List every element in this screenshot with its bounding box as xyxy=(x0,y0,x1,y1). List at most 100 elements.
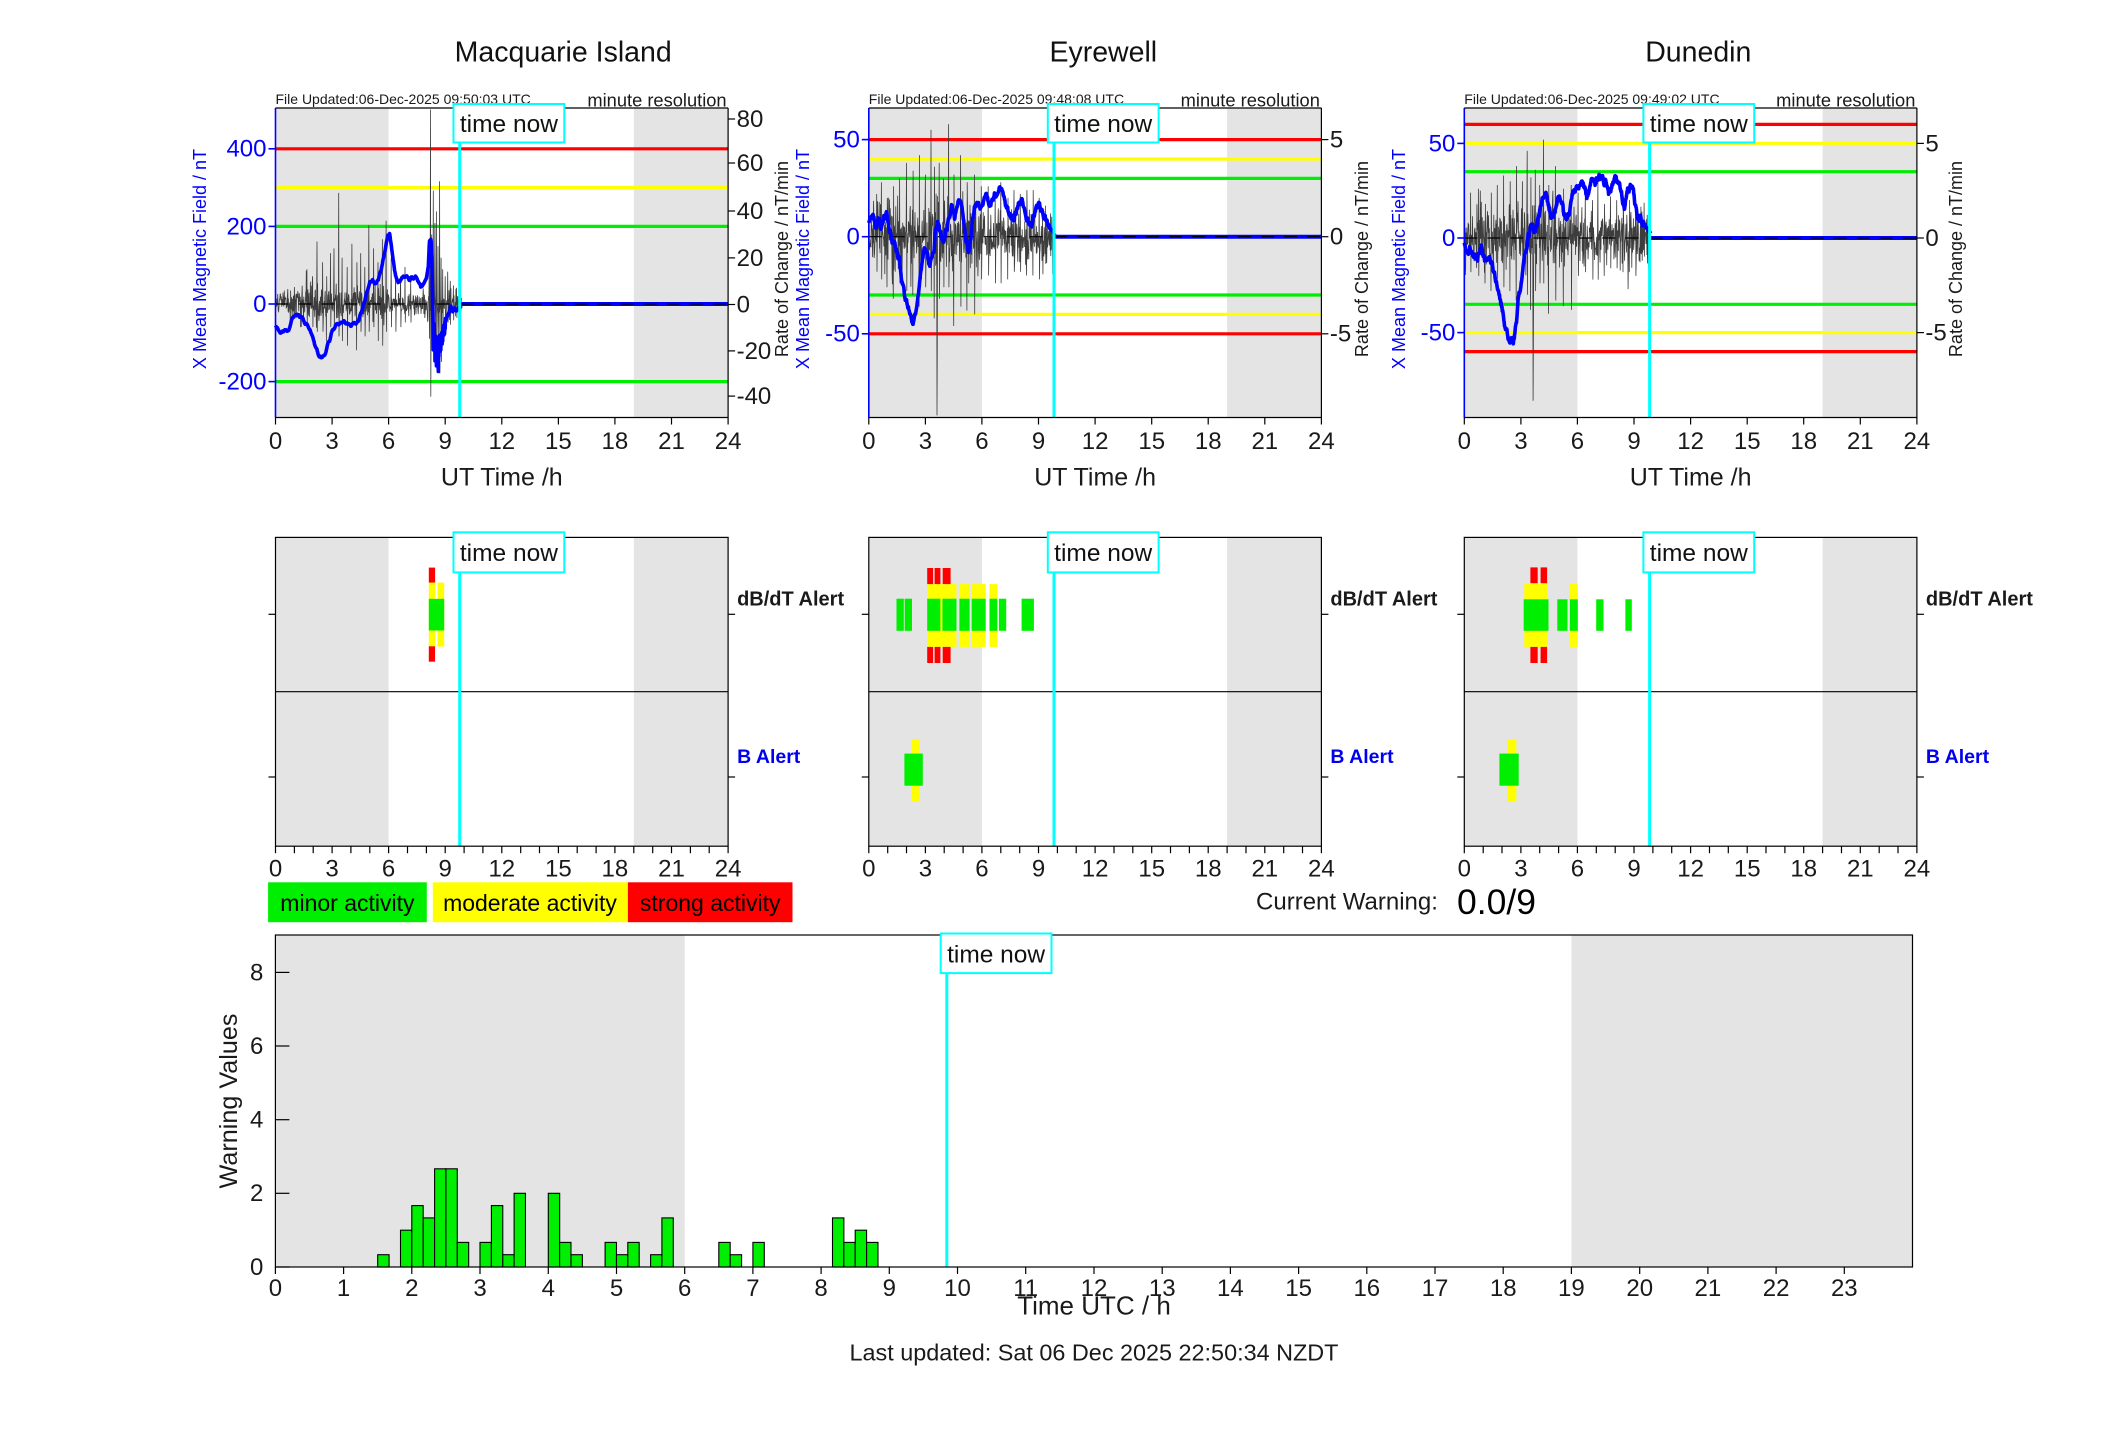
svg-text:40: 40 xyxy=(737,198,764,225)
svg-text:0: 0 xyxy=(253,291,266,318)
svg-text:24: 24 xyxy=(1308,428,1335,455)
svg-text:5: 5 xyxy=(1925,130,1938,157)
svg-text:5: 5 xyxy=(610,1275,623,1302)
svg-text:20: 20 xyxy=(1626,1275,1653,1302)
svg-text:time now: time now xyxy=(460,111,558,138)
svg-text:9: 9 xyxy=(883,1275,896,1302)
svg-text:3: 3 xyxy=(1514,428,1527,455)
svg-text:-40: -40 xyxy=(737,383,772,410)
svg-text:0: 0 xyxy=(1458,428,1471,455)
svg-text:9: 9 xyxy=(1032,428,1045,455)
svg-text:21: 21 xyxy=(658,428,685,455)
svg-text:60: 60 xyxy=(737,150,764,177)
svg-text:time now: time now xyxy=(947,942,1045,969)
svg-text:21: 21 xyxy=(1251,428,1278,455)
svg-text:0: 0 xyxy=(846,224,859,251)
svg-text:time now: time now xyxy=(1650,540,1748,567)
svg-text:24: 24 xyxy=(715,428,742,455)
svg-text:15: 15 xyxy=(1285,1275,1312,1302)
svg-text:Dunedin: Dunedin xyxy=(1645,37,1751,69)
svg-text:6: 6 xyxy=(1571,855,1584,882)
svg-text:0: 0 xyxy=(250,1254,263,1281)
svg-text:UT Time /h: UT Time /h xyxy=(1034,464,1156,492)
svg-text:24: 24 xyxy=(715,855,742,882)
svg-text:6: 6 xyxy=(975,428,988,455)
svg-text:-5: -5 xyxy=(1330,321,1351,348)
svg-text:6: 6 xyxy=(678,1275,691,1302)
svg-text:11: 11 xyxy=(1013,1275,1038,1302)
svg-text:200: 200 xyxy=(226,213,266,240)
svg-text:time now: time now xyxy=(1650,111,1748,138)
svg-text:3: 3 xyxy=(919,855,932,882)
svg-text:1: 1 xyxy=(337,1275,350,1302)
svg-text:Macquarie Island: Macquarie Island xyxy=(455,37,672,69)
svg-text:9: 9 xyxy=(439,855,452,882)
svg-text:8: 8 xyxy=(814,1275,827,1302)
svg-text:minute resolution: minute resolution xyxy=(1181,90,1320,111)
svg-text:400: 400 xyxy=(226,136,266,163)
svg-text:minor activity: minor activity xyxy=(280,890,415,916)
svg-text:23: 23 xyxy=(1831,1275,1858,1302)
svg-text:18: 18 xyxy=(1195,855,1222,882)
svg-text:15: 15 xyxy=(1138,428,1165,455)
svg-text:0: 0 xyxy=(269,855,282,882)
svg-text:0: 0 xyxy=(1925,225,1938,252)
svg-text:8: 8 xyxy=(250,959,263,986)
svg-text:6: 6 xyxy=(975,855,988,882)
svg-text:15: 15 xyxy=(545,428,572,455)
svg-text:6: 6 xyxy=(382,855,395,882)
svg-text:21: 21 xyxy=(1251,855,1278,882)
svg-text:3: 3 xyxy=(1514,855,1527,882)
svg-text:0: 0 xyxy=(862,855,875,882)
svg-text:15: 15 xyxy=(1734,428,1761,455)
svg-text:0: 0 xyxy=(1442,225,1455,252)
svg-text:minute resolution: minute resolution xyxy=(1776,90,1915,111)
svg-text:17: 17 xyxy=(1422,1275,1449,1302)
svg-text:2: 2 xyxy=(405,1275,418,1302)
svg-text:24: 24 xyxy=(1308,855,1335,882)
svg-text:dB/dT Alert: dB/dT Alert xyxy=(1926,589,2033,611)
svg-text:24: 24 xyxy=(1904,855,1931,882)
svg-text:B Alert: B Alert xyxy=(1926,746,1990,768)
svg-text:19: 19 xyxy=(1558,1275,1585,1302)
svg-text:7: 7 xyxy=(746,1275,759,1302)
svg-text:0: 0 xyxy=(737,291,750,318)
svg-text:strong activity: strong activity xyxy=(640,890,781,916)
svg-text:4: 4 xyxy=(542,1275,555,1302)
svg-text:18: 18 xyxy=(1790,428,1817,455)
svg-text:time now: time now xyxy=(460,540,558,567)
svg-text:Rate of Change / nT/min: Rate of Change / nT/min xyxy=(772,161,792,357)
svg-text:time now: time now xyxy=(1054,111,1152,138)
svg-text:-50: -50 xyxy=(825,321,860,348)
svg-text:time now: time now xyxy=(1054,540,1152,567)
svg-text:21: 21 xyxy=(1847,428,1874,455)
svg-text:50: 50 xyxy=(1429,130,1456,157)
svg-text:12: 12 xyxy=(1677,855,1704,882)
svg-text:0: 0 xyxy=(269,1275,282,1302)
svg-text:15: 15 xyxy=(1138,855,1165,882)
svg-text:9: 9 xyxy=(1627,855,1640,882)
svg-text:6: 6 xyxy=(1571,428,1584,455)
svg-text:minute resolution: minute resolution xyxy=(587,90,726,111)
svg-text:22: 22 xyxy=(1763,1275,1790,1302)
svg-text:15: 15 xyxy=(1734,855,1761,882)
svg-text:0: 0 xyxy=(269,428,282,455)
svg-text:Eyrewell: Eyrewell xyxy=(1049,37,1157,69)
svg-text:21: 21 xyxy=(658,855,685,882)
svg-text:10: 10 xyxy=(944,1275,971,1302)
svg-text:3: 3 xyxy=(473,1275,486,1302)
svg-text:9: 9 xyxy=(439,428,452,455)
svg-text:9: 9 xyxy=(1032,855,1045,882)
svg-text:-50: -50 xyxy=(1421,320,1456,347)
svg-text:Warning Values: Warning Values xyxy=(215,1014,243,1189)
svg-text:5: 5 xyxy=(1330,127,1343,154)
svg-text:18: 18 xyxy=(602,428,629,455)
svg-text:UT Time /h: UT Time /h xyxy=(1630,464,1752,492)
svg-text:4: 4 xyxy=(250,1107,263,1134)
svg-text:18: 18 xyxy=(1490,1275,1517,1302)
svg-text:Last updated: Sat 06 Dec 2025: Last updated: Sat 06 Dec 2025 22:50:34 N… xyxy=(850,1340,1339,1366)
svg-text:9: 9 xyxy=(1627,428,1640,455)
svg-text:13: 13 xyxy=(1149,1275,1176,1302)
svg-text:moderate activity: moderate activity xyxy=(443,890,617,916)
svg-text:Time UTC / h: Time UTC / h xyxy=(1017,1291,1171,1321)
